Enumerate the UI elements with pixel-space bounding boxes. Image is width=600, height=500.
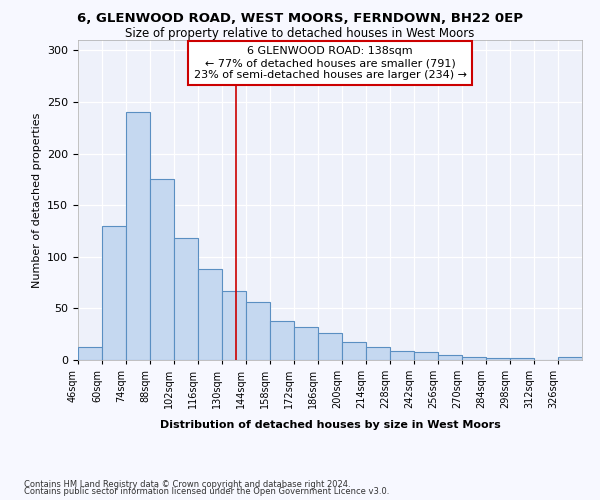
Text: Size of property relative to detached houses in West Moors: Size of property relative to detached ho… [125, 28, 475, 40]
Bar [102, 226, 126, 360]
Bar [438, 355, 462, 360]
X-axis label: Distribution of detached houses by size in West Moors: Distribution of detached houses by size … [160, 420, 500, 430]
Bar [462, 357, 486, 360]
Bar [318, 333, 342, 360]
Bar [150, 180, 174, 360]
Bar [558, 357, 582, 360]
Bar [246, 302, 270, 360]
Text: 6, GLENWOOD ROAD, WEST MOORS, FERNDOWN, BH22 0EP: 6, GLENWOOD ROAD, WEST MOORS, FERNDOWN, … [77, 12, 523, 26]
Bar [486, 358, 510, 360]
Bar [126, 112, 150, 360]
Bar [342, 342, 366, 360]
Bar [294, 327, 318, 360]
Bar [390, 350, 414, 360]
Bar [366, 346, 390, 360]
Bar [222, 291, 246, 360]
Bar [510, 358, 534, 360]
Bar [270, 321, 294, 360]
Bar [78, 346, 102, 360]
Y-axis label: Number of detached properties: Number of detached properties [32, 112, 41, 288]
Bar [198, 269, 222, 360]
Text: Contains HM Land Registry data © Crown copyright and database right 2024.: Contains HM Land Registry data © Crown c… [24, 480, 350, 489]
Bar [174, 238, 198, 360]
Bar [414, 352, 438, 360]
Text: 6 GLENWOOD ROAD: 138sqm
← 77% of detached houses are smaller (791)
23% of semi-d: 6 GLENWOOD ROAD: 138sqm ← 77% of detache… [193, 46, 467, 80]
Text: Contains public sector information licensed under the Open Government Licence v3: Contains public sector information licen… [24, 487, 389, 496]
